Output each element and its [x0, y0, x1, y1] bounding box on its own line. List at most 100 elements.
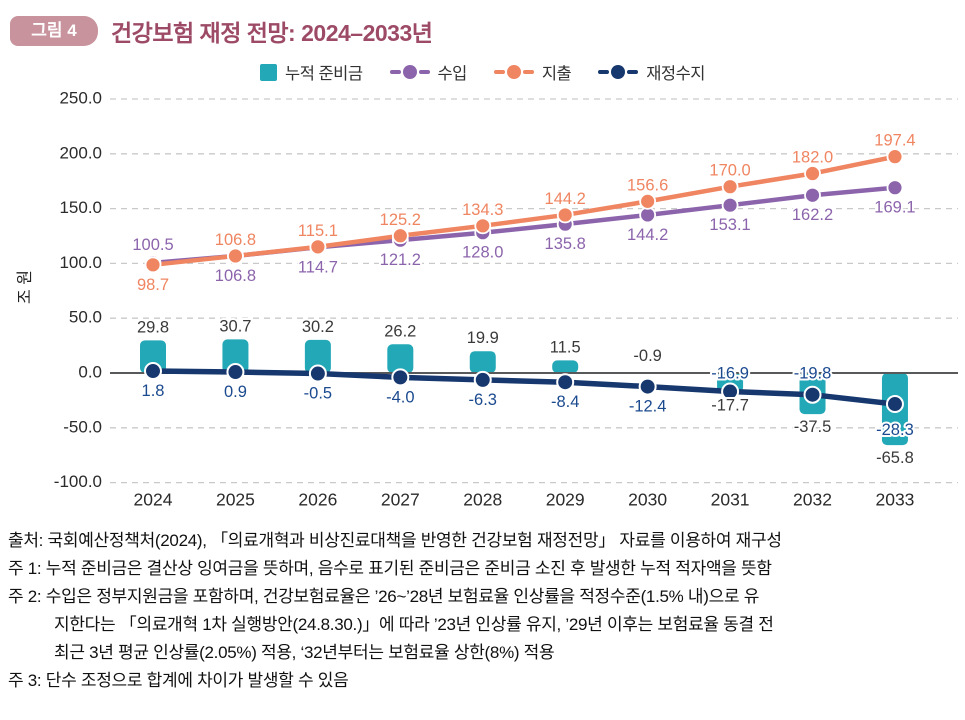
figure-number-badge: 그림 4 — [10, 16, 98, 46]
expense-line — [150, 154, 898, 268]
balance-label-2026: -0.5 — [304, 385, 332, 403]
y-tick-150: 150.0 — [59, 198, 102, 217]
x-tick-2024: 2024 — [134, 490, 173, 510]
legend-label-income: 수입 — [437, 65, 468, 83]
income-label-2031: 153.1 — [709, 216, 750, 234]
income-label-2028: 128.0 — [462, 244, 503, 262]
chart-area: 250.0 200.0 150.0 100.0 50.0 0.0 -50.0 -100.0 조 … — [16, 88, 958, 510]
balance-label-2027: -4.0 — [386, 388, 414, 406]
balance-point-2025 — [226, 363, 245, 382]
reserve-bar-2028 — [469, 351, 496, 373]
balance-point-2030 — [638, 377, 657, 396]
reserve-label-2027: 26.2 — [384, 322, 416, 340]
expense-label-2030: 156.6 — [627, 176, 668, 194]
figure-header: 그림 4 건강보험 재정 전망: 2024–2033년 — [10, 14, 433, 48]
balance-label-2025: 0.9 — [224, 383, 247, 401]
expense-label-2032: 182.0 — [792, 149, 833, 167]
figure-title: 건강보험 재정 전망: 2024–2033년 — [111, 20, 433, 46]
reserve-bar-2029 — [552, 360, 579, 373]
expense-label-2031: 170.0 — [709, 162, 750, 180]
expense-point-2032 — [804, 165, 821, 182]
expense-label-2025: 106.8 — [215, 231, 256, 249]
y-tick--50: -50.0 — [63, 417, 102, 436]
note-line-5: 최근 3년 평균 인상률(2.05%) 적용, ‘32년부터는 보험료율 상한(… — [54, 643, 555, 662]
expense-point-2029 — [556, 206, 574, 224]
balance-point-2032 — [803, 385, 822, 404]
legend-label-expense: 지출 — [541, 65, 572, 83]
balance-point-2029 — [556, 373, 575, 392]
legend-item-balance: 재정수지 — [598, 60, 705, 84]
expense-point-2033 — [886, 148, 904, 166]
y-tick-50: 50.0 — [69, 308, 102, 327]
balance-label-2024: 1.8 — [142, 382, 165, 400]
reserve-label-2032: -37.5 — [794, 418, 832, 436]
expense-point-2027 — [391, 227, 409, 245]
expense-point-2028 — [474, 217, 492, 235]
balance-point-2033 — [885, 395, 904, 414]
reserve-bar-2025 — [222, 339, 249, 373]
balance-label-2032: -19.8 — [794, 365, 832, 383]
reserve-label-2031: -17.7 — [711, 396, 749, 414]
income-label-2024: 100.5 — [132, 236, 173, 254]
income-point-2033 — [886, 179, 904, 197]
x-tick-2031: 2031 — [711, 490, 750, 510]
balance-point-2031 — [721, 382, 740, 401]
x-tick-2027: 2027 — [381, 490, 420, 510]
legend-swatch-reserve — [260, 63, 278, 81]
income-point-2031 — [721, 196, 739, 214]
reserve-bar-2026 — [304, 339, 331, 373]
balance-label-2030: -12.4 — [629, 398, 667, 416]
reserve-label-2033: -65.8 — [876, 449, 914, 467]
expense-label-2029: 144.2 — [545, 190, 586, 208]
legend-label-balance: 재정수지 — [646, 65, 705, 83]
balance-point-2026 — [308, 364, 327, 383]
reserve-label-2024: 29.8 — [137, 318, 169, 336]
balance-label-2028: -6.3 — [469, 391, 497, 409]
y-tick--100: -100.0 — [54, 472, 102, 491]
balance-label-2029: -8.4 — [551, 393, 579, 411]
chart-legend: 누적 준비금 수입 지출 재정수지 — [0, 60, 965, 84]
reserve-label-2030: -0.9 — [633, 347, 661, 365]
expense-label-2028: 134.3 — [462, 201, 503, 219]
income-label-2030: 144.2 — [627, 226, 668, 244]
y-tick-250: 250.0 — [59, 88, 102, 107]
x-tick-2028: 2028 — [463, 490, 502, 510]
income-label-2032: 162.2 — [792, 206, 833, 224]
expense-label-2024: 98.7 — [137, 276, 169, 294]
source-notes: 출처: 국회예산정책처(2024), 「의료개혁과 비상진료대책을 반영한 건강… — [8, 527, 958, 695]
x-tick-2026: 2026 — [298, 490, 337, 510]
combo-chart: 250.0 200.0 150.0 100.0 50.0 0.0 -50.0 -100.0 조 … — [16, 88, 958, 510]
expense-point-2025 — [227, 247, 244, 265]
legend-marker-balance — [598, 65, 639, 79]
x-tick-2030: 2030 — [628, 490, 667, 510]
balance-line — [150, 368, 898, 407]
x-tick-2033: 2033 — [875, 490, 914, 510]
expense-label-2027: 125.2 — [380, 211, 421, 229]
y-tick-200: 200.0 — [59, 143, 102, 162]
note-line-2: 주 1: 누적 준비금은 결산상 잉여금을 뜻하며, 음수로 표기된 준비금은 … — [8, 559, 772, 578]
income-label-2026: 114.7 — [298, 258, 338, 276]
income-point-2032 — [804, 186, 821, 204]
balance-label-2031: -16.9 — [711, 365, 749, 383]
x-tick-2032: 2032 — [793, 490, 832, 510]
income-label-2029: 135.8 — [545, 235, 586, 253]
note-line-4: 지한다는 「의료개혁 1차 실행방안(24.8.30.)」에 따라 ’23년 인… — [54, 615, 774, 634]
reserve-label-2028: 19.9 — [467, 329, 499, 347]
balance-label-2033: -28.3 — [876, 421, 914, 439]
balance-point-2024 — [144, 362, 162, 381]
reserve-label-2025: 30.7 — [219, 317, 251, 335]
note-line-1: 출처: 국회예산정책처(2024), 「의료개혁과 비상진료대책을 반영한 건강… — [8, 531, 782, 550]
legend-label-reserve: 누적 준비금 — [285, 65, 363, 83]
expense-label-2026: 115.1 — [298, 222, 338, 240]
reserve-label-2029: 11.5 — [550, 338, 581, 356]
x-tick-2029: 2029 — [546, 490, 585, 510]
legend-marker-income — [389, 65, 430, 79]
expense-label-2033: 197.4 — [874, 132, 915, 150]
y-tick-0: 0.0 — [78, 362, 102, 381]
expense-point-2024 — [144, 256, 162, 274]
income-label-2025: 106.8 — [215, 267, 256, 285]
y-tick-100: 100.0 — [59, 253, 102, 272]
balance-point-2028 — [473, 370, 492, 389]
legend-item-reserve: 누적 준비금 — [260, 60, 363, 84]
